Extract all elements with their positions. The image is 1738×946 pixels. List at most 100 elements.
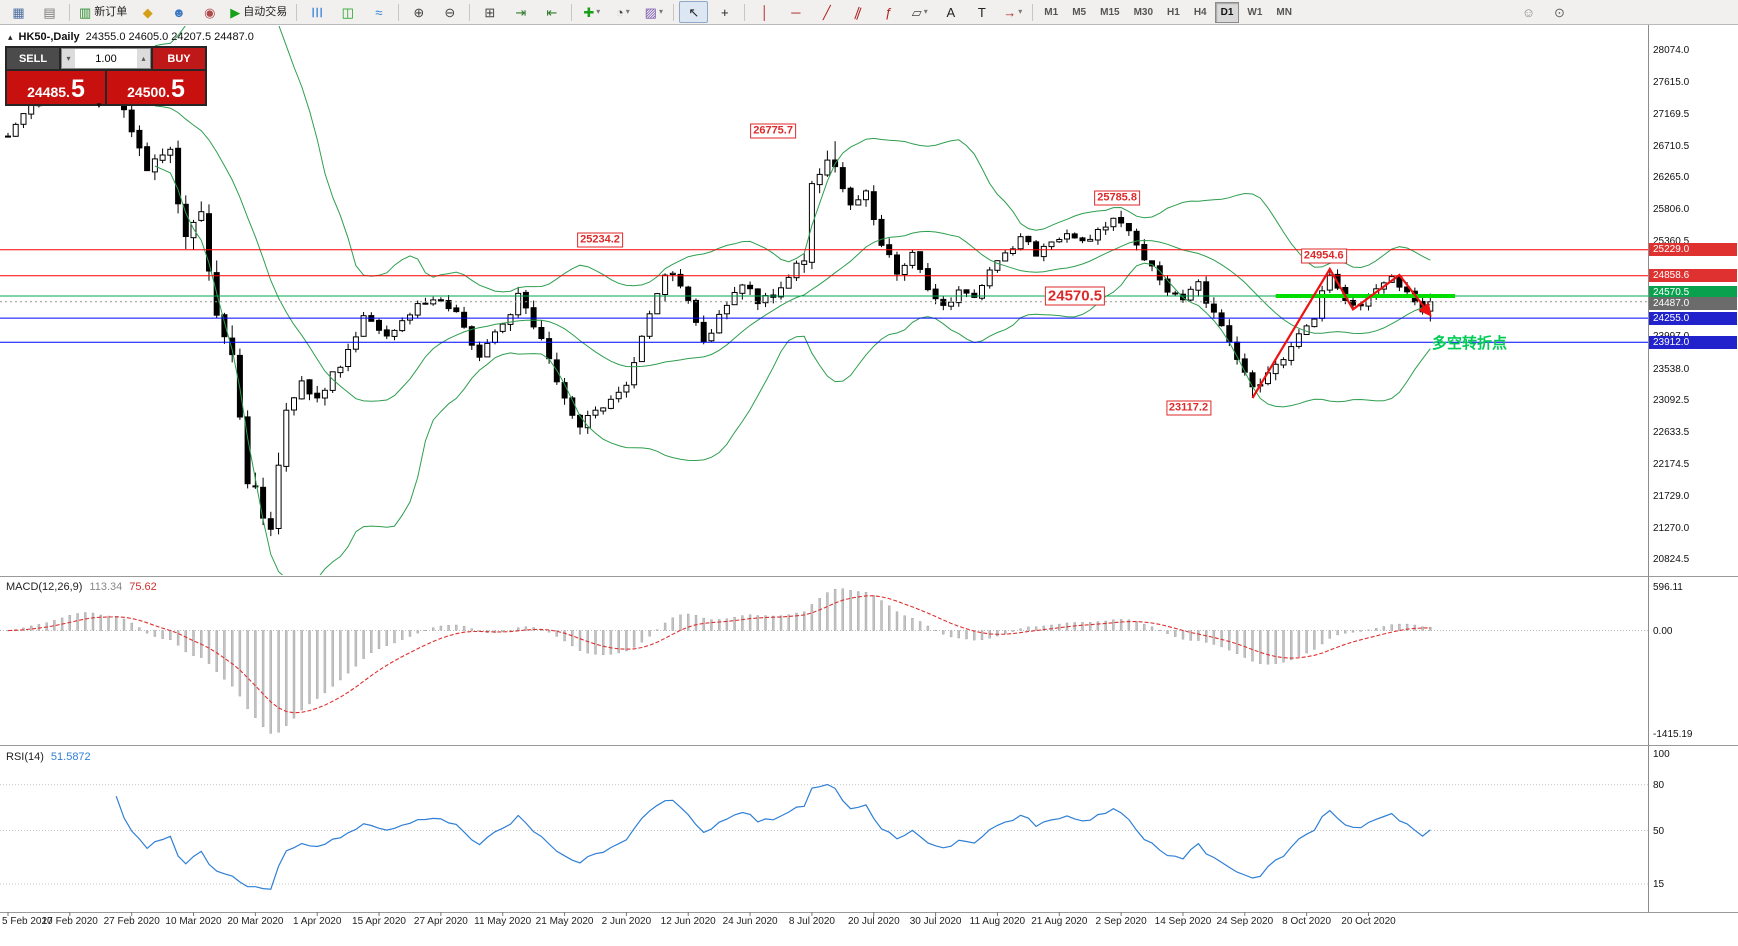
zoom-out-icon: ⊖ — [444, 4, 456, 20]
periods-button[interactable]: ◔ ▾ — [608, 1, 637, 23]
main-price-plot — [0, 26, 1648, 575]
bar-chart-icon: ☰ — [309, 6, 325, 18]
toolbar: ▦ ▤ ▥ 新订单 ◆ ☻ ◉ ▶ 自动交易 ☰ ◫ ≈ ⊕ ⊖ ⊞ ⇥ ⇤ ✚ ▾ ◔ ▾ ▨ ▾ ↖ + │ ─ ╱ ∥ ƒ ▱ ▾ A T →… — [0, 0, 1738, 25]
zoom-in-icon: ⊕ — [413, 4, 425, 20]
cursor-button[interactable]: ↖ — [679, 1, 709, 23]
candlestick-chart-icon: ◫ — [341, 4, 354, 20]
toolbar-separator — [744, 3, 746, 21]
timeframe-d1-button[interactable]: D1 — [1214, 1, 1240, 23]
tile-windows-icon: ⊞ — [484, 4, 496, 20]
chart-note-text[interactable]: 多空转折点 — [1432, 335, 1508, 352]
one-click-collapse-arrow-icon[interactable]: ▴ — [8, 31, 13, 42]
rsi-panel-plot — [0, 783, 1648, 890]
buy-button[interactable]: BUY — [153, 48, 205, 69]
auto-trading-icon: ▶ — [230, 4, 241, 20]
crosshair-button[interactable]: + — [710, 1, 739, 23]
community-chat-button[interactable]: ☺ — [1514, 1, 1543, 23]
periods-icon: ◔ — [615, 4, 624, 20]
market-watch-icon: ◆ — [142, 4, 153, 20]
macd-main-value: 113.34 — [89, 581, 123, 593]
chart-shift-icon: ⇤ — [546, 4, 558, 20]
line-chart-icon: ≈ — [375, 4, 383, 20]
bar-chart-button[interactable]: ☰ — [302, 1, 331, 23]
new-chart-button[interactable]: ▦ — [4, 1, 33, 23]
candlestick-chart-button[interactable]: ◫ — [333, 1, 362, 23]
buy-price-main: 24500. — [127, 84, 170, 100]
auto-trading-label: 自动交易 — [243, 5, 288, 18]
chart-shift-button[interactable]: ⇤ — [537, 1, 566, 23]
vertical-line-icon: │ — [760, 4, 769, 20]
timeframe-h1-button[interactable]: H1 — [1167, 6, 1180, 18]
indicators-icon: ✚ — [583, 4, 595, 20]
text-button[interactable]: A — [936, 1, 965, 23]
templates-button[interactable]: ▨ ▾ — [639, 1, 668, 23]
indicators-caret-icon: ▾ — [596, 7, 601, 16]
timeframe-toolbar: M1 M5 M15 M30 H1 H4 D1 W1 MN — [1028, 1, 1299, 23]
macd-indicator-label: MACD(12,26,9) 113.34 75.62 — [6, 581, 157, 593]
data-window-button[interactable]: ☻ — [164, 1, 193, 23]
shapes-button[interactable]: ▱ ▾ — [905, 1, 934, 23]
new-chart-icon: ▦ — [12, 4, 25, 20]
rsi-indicator-label: RSI(14) 51.5872 — [6, 751, 91, 763]
new-order-button[interactable]: ▥ 新订单 — [75, 1, 131, 23]
timeframe-m1-button[interactable]: M1 — [1044, 6, 1059, 18]
trendline-button[interactable]: ╱ — [812, 1, 841, 23]
profiles-icon: ▤ — [43, 4, 56, 20]
buy-price-display[interactable]: 24500. 5 — [107, 71, 205, 104]
market-watch-button[interactable]: ◆ — [133, 1, 162, 23]
tile-windows-button[interactable]: ⊞ — [475, 1, 504, 23]
search-button[interactable]: ⊙ — [1545, 1, 1574, 23]
one-click-trading-panel: SELL ▾ ▴ BUY 24485.5 24500.5 — [5, 46, 207, 106]
one-click-top-row: SELL ▾ ▴ BUY — [7, 48, 205, 69]
volume-decrease-button[interactable]: ▾ — [62, 49, 75, 68]
indicators-button[interactable]: ✚ ▾ — [577, 1, 606, 23]
one-click-bottom-arrow-icon[interactable]: ▼ — [95, 101, 103, 110]
templates-icon: ▨ — [644, 4, 657, 20]
auto-scroll-button[interactable]: ⇥ — [506, 1, 535, 23]
arrows-tool-button[interactable]: → ▾ — [998, 1, 1027, 23]
toolbar-right-icons: ☺ ⊙ — [1513, 1, 1575, 23]
profiles-button[interactable]: ▤ — [35, 1, 64, 23]
templates-caret-icon: ▾ — [658, 7, 663, 16]
toolbar-separator — [398, 3, 400, 21]
auto-scroll-icon: ⇥ — [515, 4, 527, 20]
one-click-price-row: 24485. 5 24500. 5 — [7, 71, 205, 104]
sell-price-display[interactable]: 24485. 5 — [7, 71, 105, 104]
macd-title-text: MACD(12,26,9) — [6, 581, 83, 593]
timeframe-h4-button[interactable]: H4 — [1193, 6, 1207, 18]
volume-increase-button[interactable]: ▴ — [137, 49, 150, 68]
vertical-line-button[interactable]: │ — [750, 1, 779, 23]
timeframe-w1-button[interactable]: W1 — [1247, 6, 1263, 18]
buy-price-pips: 5 — [170, 75, 185, 103]
timeframe-m5-button[interactable]: M5 — [1072, 6, 1087, 18]
fibonacci-button[interactable]: ƒ — [874, 1, 903, 23]
community-button[interactable]: ◉ — [195, 1, 224, 23]
new-order-icon: ▥ — [79, 4, 92, 20]
sell-price-main: 24485. — [27, 84, 70, 100]
channel-icon: ∥ — [852, 3, 864, 21]
community-icon: ◉ — [204, 4, 216, 20]
timeframe-m30-button[interactable]: M30 — [1133, 6, 1154, 18]
sell-price-pips: 5 — [70, 75, 85, 103]
timeframe-mn-button[interactable]: MN — [1276, 6, 1292, 18]
toolbar-separator — [571, 3, 573, 21]
auto-trading-button[interactable]: ▶ 自动交易 — [226, 1, 291, 23]
new-order-label: 新订单 — [94, 5, 128, 18]
zoom-out-button[interactable]: ⊖ — [435, 1, 464, 23]
arrows-tool-icon: → — [1003, 4, 1017, 20]
channel-button[interactable]: ∥ — [843, 1, 872, 23]
data-window-icon: ☻ — [171, 4, 186, 20]
toolbar-groups: ▦ ▤ ▥ 新订单 ◆ ☻ ◉ ▶ 自动交易 ☰ ◫ ≈ ⊕ ⊖ ⊞ ⇥ ⇤ ✚ ▾ ◔ ▾ ▨ ▾ ↖ + │ ─ ╱ ∥ ƒ ▱ ▾ A T →… — [3, 1, 1028, 23]
line-chart-button[interactable]: ≈ — [364, 1, 393, 23]
volume-input[interactable] — [75, 52, 137, 65]
zoom-in-button[interactable]: ⊕ — [404, 1, 433, 23]
timeframe-m15-button[interactable]: M15 — [1100, 6, 1120, 18]
ohlc-values: 24355.0 24605.0 24207.5 24487.0 — [85, 31, 254, 43]
horizontal-line-button[interactable]: ─ — [781, 1, 810, 23]
text-label-button[interactable]: T — [967, 1, 996, 23]
macd-panel-plot — [0, 588, 1648, 734]
sell-button[interactable]: SELL — [7, 48, 59, 69]
horizontal-line-icon: ─ — [791, 4, 801, 20]
